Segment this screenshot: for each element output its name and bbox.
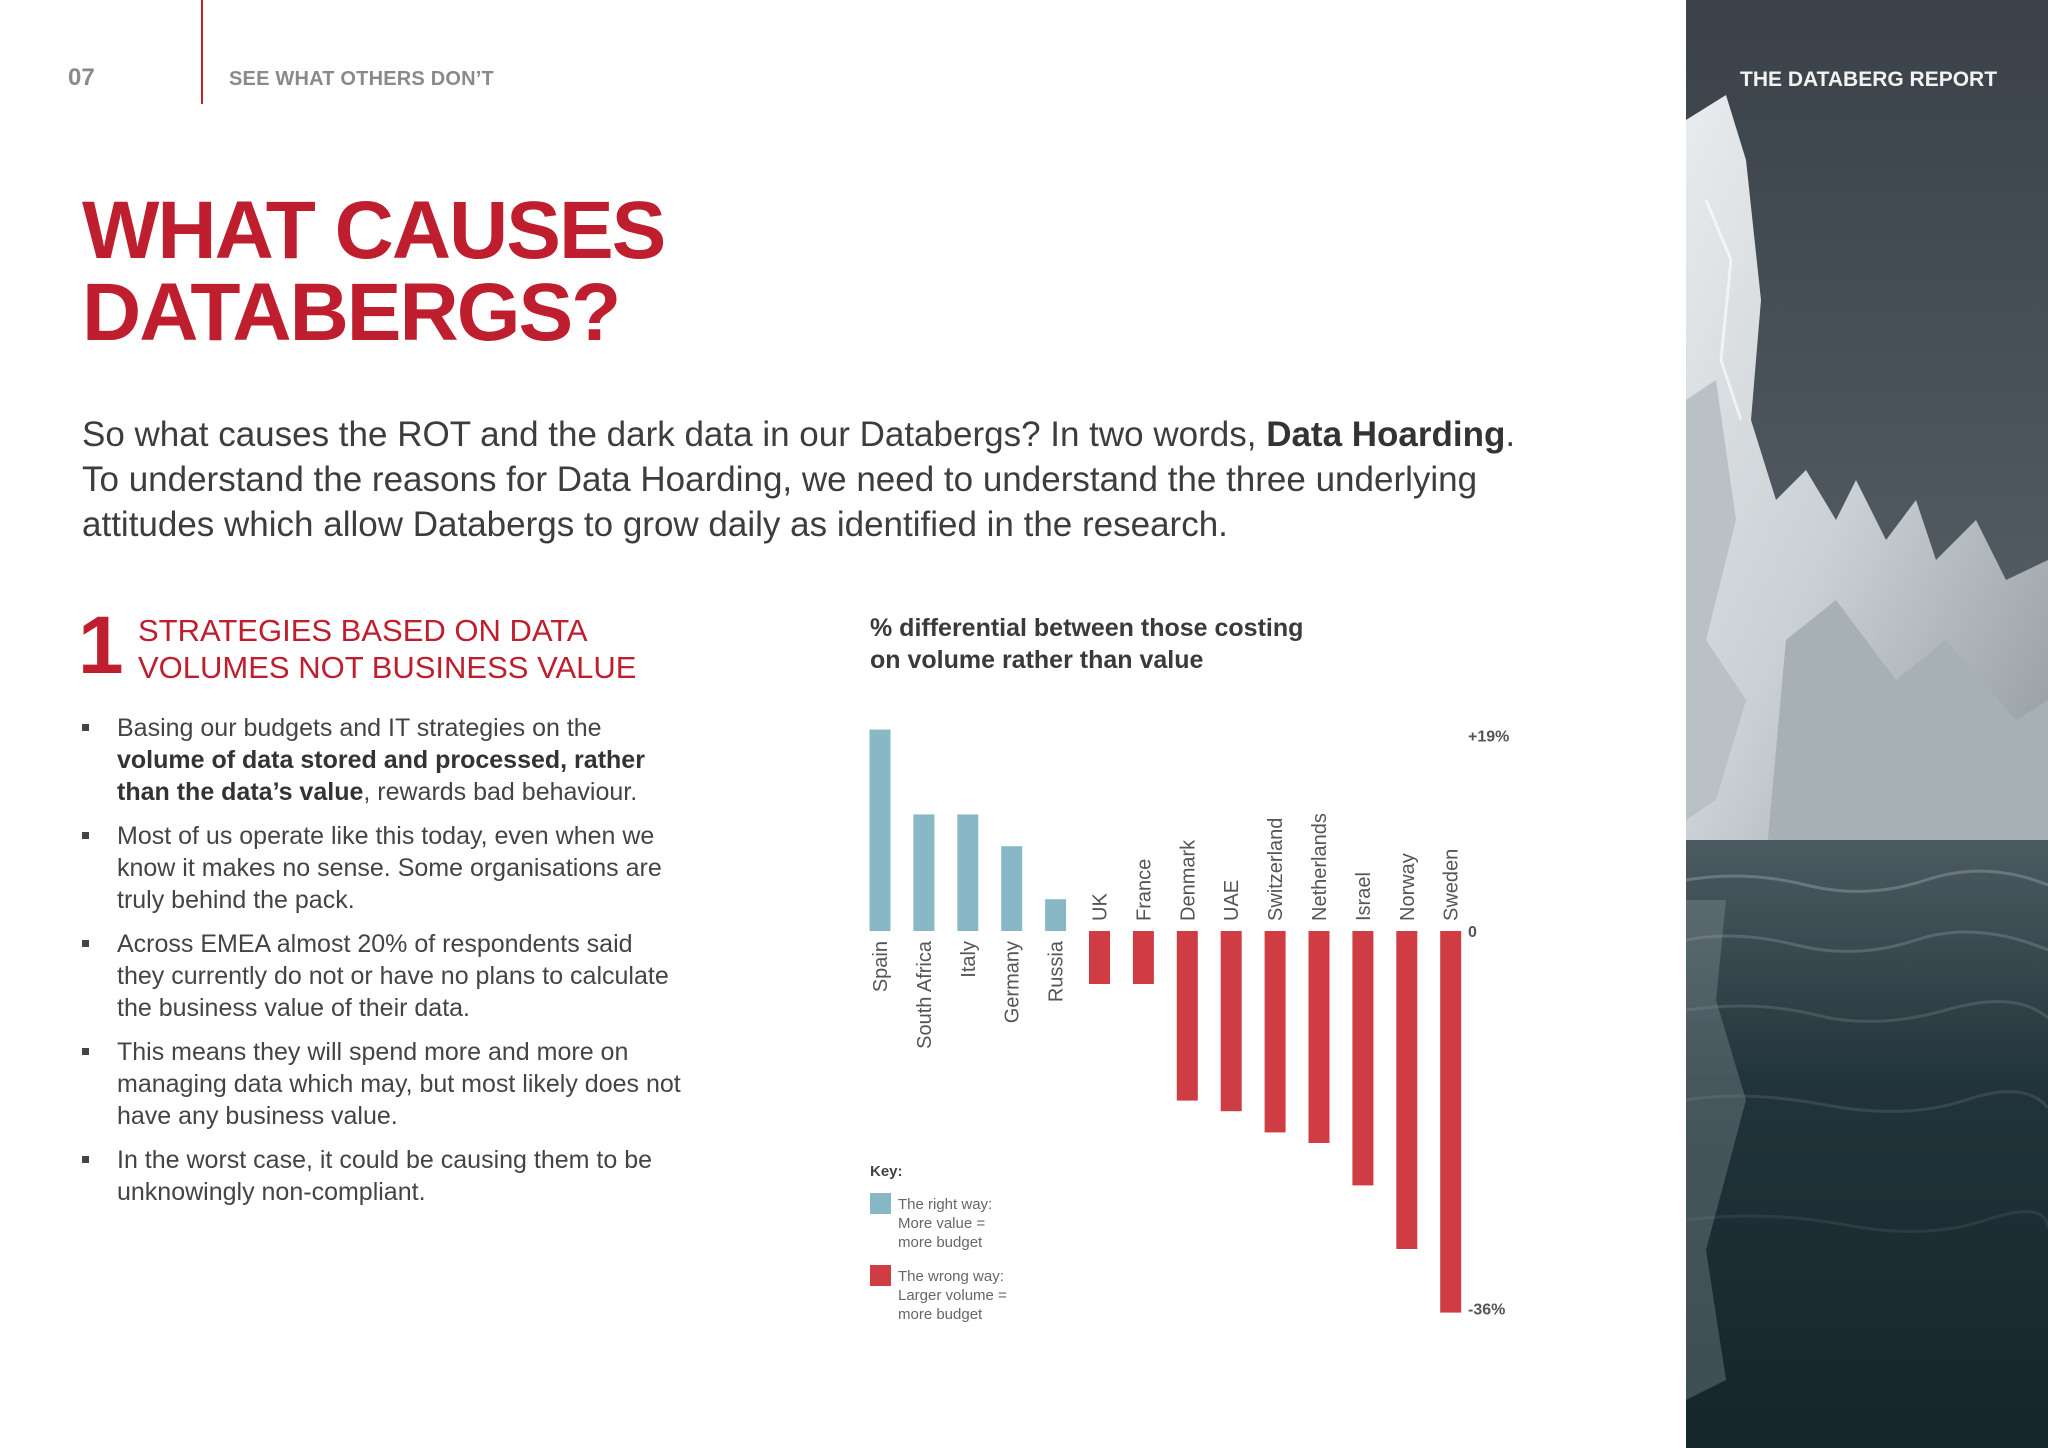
key-swatch-right-way	[870, 1193, 891, 1214]
bar-spain	[869, 729, 891, 931]
key-text-line: more budget	[898, 1306, 983, 1323]
key-text-line: The wrong way:	[898, 1268, 1004, 1285]
bullet-item: Across EMEA almost 20% of respondents sa…	[82, 928, 682, 1024]
report-title: THE DATABERG REPORT	[1740, 68, 1998, 91]
category-label-russia: Russia	[1046, 940, 1068, 1002]
category-label-south-africa: South Africa	[914, 940, 936, 1049]
category-label-uae: UAE	[1221, 880, 1243, 921]
bullet-text: This means they will spend more and more…	[117, 1038, 681, 1130]
bar-italy	[957, 814, 979, 931]
section-heading: STRATEGIES BASED ON DATA VOLUMES NOT BUS…	[138, 612, 636, 686]
page-title-line-2: DATABERGS?	[82, 267, 621, 358]
section-heading-line-2: VOLUMES NOT BUSINESS VALUE	[138, 650, 637, 685]
bullet-text: In the worst case, it could be causing t…	[117, 1146, 653, 1206]
key-text-line: More value =	[898, 1215, 986, 1232]
intro-text-3: To understand the reasons for Data Hoard…	[82, 460, 1478, 544]
intro-text-2: .	[1505, 415, 1516, 454]
header-divider	[201, 0, 203, 104]
bullet-square-icon	[82, 724, 89, 731]
key-text-line: more budget	[898, 1234, 983, 1251]
key-swatch-wrong-way	[870, 1265, 891, 1286]
key-text-wrong-way: The wrong way: Larger volume = more budg…	[898, 1267, 1048, 1324]
section-number: 1	[78, 600, 124, 691]
bullet-list: Basing our budgets and IT strategies on …	[82, 712, 682, 1220]
chart-title-line-2: on volume rather than value	[870, 646, 1204, 674]
bullet-square-icon	[82, 1156, 89, 1163]
category-label-sweden: Sweden	[1441, 849, 1463, 921]
bar-netherlands	[1308, 931, 1330, 1143]
bar-switzerland	[1264, 931, 1286, 1133]
bar-uae	[1220, 931, 1242, 1112]
bar-chart: Spain South Africa Italy Germany Russia UK Fra…	[869, 729, 1509, 1319]
section-heading-line-1: STRATEGIES BASED ON DATA	[138, 613, 588, 648]
page-number: 07	[68, 64, 95, 91]
intro-highlight: Data Hoarding	[1266, 415, 1506, 454]
axis-label-zero: 0	[1468, 924, 1477, 941]
bar-south-africa	[913, 814, 935, 931]
bullet-text: Across EMEA almost 20% of respondents sa…	[117, 930, 669, 1022]
iceberg-photo	[1686, 0, 2048, 1448]
bullet-item: Basing our budgets and IT strategies on …	[82, 712, 682, 808]
bullet-square-icon	[82, 832, 89, 839]
category-label-france: France	[1133, 859, 1155, 921]
bullet-bold-text: volume of data stored and processed, rat…	[117, 746, 645, 806]
bar-israel	[1352, 931, 1374, 1186]
category-label-germany: Germany	[1002, 941, 1024, 1023]
section-label: SEE WHAT OTHERS DON’T	[229, 68, 494, 90]
axis-label-max: +19%	[1468, 729, 1509, 746]
bullet-square-icon	[82, 1048, 89, 1055]
bullet-text: , rewards bad behaviour.	[363, 778, 638, 806]
chart-title-line-1: % differential between those costing	[870, 614, 1304, 642]
category-label-netherlands: Netherlands	[1309, 813, 1331, 921]
category-label-italy: Italy	[958, 941, 980, 978]
bar-france	[1132, 931, 1154, 984]
page-title: WHAT CAUSES DATABERGS?	[82, 185, 666, 358]
bar-denmark	[1176, 931, 1198, 1101]
category-label-spain: Spain	[870, 941, 892, 992]
category-label-norway: Norway	[1397, 853, 1419, 921]
bullet-item: In the worst case, it could be causing t…	[82, 1144, 682, 1208]
bar-norway	[1396, 931, 1418, 1249]
page-title-line-1: WHAT CAUSES	[82, 185, 666, 276]
intro-text-1: So what causes the ROT and the dark data…	[82, 415, 1267, 454]
bar-uk	[1089, 931, 1110, 984]
category-label-denmark: Denmark	[1177, 839, 1199, 921]
bullet-item: Most of us operate like this today, even…	[82, 820, 682, 916]
category-label-uk: UK	[1090, 893, 1112, 921]
key-text-right-way: The right way: More value = more budget	[898, 1195, 1048, 1252]
key-text-line: Larger volume =	[898, 1287, 1007, 1304]
chart-title: % differential between those costing on …	[870, 612, 1430, 676]
bullet-text: Most of us operate like this today, even…	[117, 822, 662, 914]
bar-russia	[1045, 899, 1067, 931]
category-label-switzerland: Switzerland	[1265, 818, 1287, 921]
category-label-israel: Israel	[1353, 872, 1375, 921]
key-text-line: The right way:	[898, 1196, 993, 1213]
iceberg-illustration	[1686, 95, 2048, 1448]
bar-germany	[1001, 846, 1023, 931]
bullet-item: This means they will spend more and more…	[82, 1036, 682, 1132]
bar-sweden	[1440, 931, 1462, 1313]
intro-paragraph: So what causes the ROT and the dark data…	[82, 412, 1602, 547]
key-label: Key:	[870, 1163, 903, 1180]
bullet-square-icon	[82, 940, 89, 947]
axis-label-min: -36%	[1468, 1302, 1505, 1319]
bullet-text: Basing our budgets and IT strategies on …	[117, 714, 602, 742]
